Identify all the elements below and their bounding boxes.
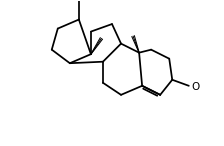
Text: O: O	[192, 82, 200, 92]
